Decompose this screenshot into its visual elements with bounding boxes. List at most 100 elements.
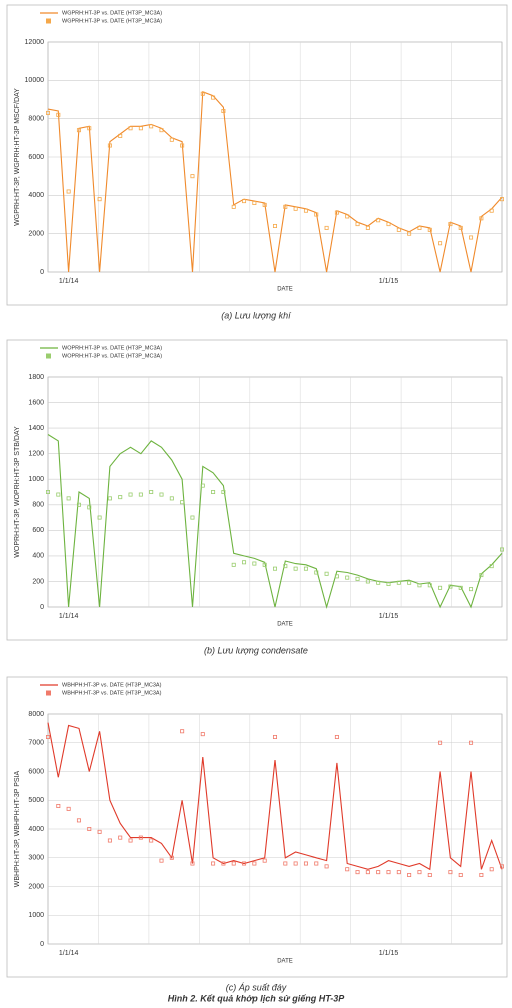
data-point	[438, 740, 443, 745]
data-point	[159, 858, 164, 863]
y-tick-label: 1000	[28, 912, 44, 919]
legend-swatch	[46, 690, 51, 696]
data-point	[365, 579, 370, 584]
data-point	[314, 570, 319, 575]
data-point	[211, 861, 216, 866]
data-point	[376, 580, 381, 585]
data-point	[242, 199, 247, 204]
data-point	[97, 829, 102, 834]
panel-caption: (b) Lưu lượng condensate	[204, 645, 308, 655]
data-point	[427, 873, 432, 878]
data-point	[489, 564, 494, 569]
data-point	[438, 585, 443, 590]
y-tick-label: 1400	[28, 425, 44, 432]
y-tick-label: 5000	[28, 797, 44, 804]
panel-caption: (c) Áp suất đáy	[226, 982, 287, 992]
data-point	[76, 818, 81, 823]
legend-label: WGPRH:HT-3P vs. DATE (HT3P_MC3A)	[62, 10, 162, 16]
data-point	[386, 582, 391, 587]
y-tick-label: 0	[40, 604, 44, 611]
data-point	[66, 806, 71, 811]
data-point	[303, 566, 308, 571]
data-point	[427, 227, 432, 232]
legend-label: WOPRH:HT-3P vs. DATE (HT3P_MC3A)	[62, 345, 162, 351]
legend-label: WOPRH:HT-3P vs. DATE (HT3P_MC3A)	[62, 353, 162, 359]
x-axis-label: DATE	[277, 622, 293, 628]
data-point	[448, 584, 453, 589]
data-point	[283, 564, 288, 569]
panel-frame	[6, 676, 508, 978]
data-point	[376, 870, 381, 875]
data-point	[76, 128, 81, 133]
data-point	[386, 222, 391, 227]
data-point	[66, 496, 71, 501]
data-point	[221, 109, 226, 114]
data-point	[138, 492, 143, 497]
data-point	[458, 225, 463, 230]
x-axis-label: DATE	[277, 287, 293, 293]
data-point	[345, 575, 350, 580]
data-point	[231, 562, 236, 567]
data-point	[283, 861, 288, 866]
data-point	[200, 732, 205, 737]
data-point	[221, 489, 226, 494]
data-point	[479, 873, 484, 878]
data-point	[386, 870, 391, 875]
data-point	[303, 208, 308, 213]
data-point	[324, 225, 329, 230]
data-point	[107, 838, 112, 843]
data-point	[345, 214, 350, 219]
data-point	[469, 235, 474, 240]
data-point	[438, 241, 443, 246]
data-point	[417, 870, 422, 875]
data-point	[252, 200, 257, 205]
plot-area	[47, 376, 503, 608]
x-tick-label: 1/1/15	[379, 278, 399, 285]
x-tick-label: 1/1/15	[379, 950, 399, 957]
data-point	[252, 561, 257, 566]
data-point	[200, 91, 205, 96]
data-point	[262, 858, 267, 863]
data-point	[283, 204, 288, 209]
data-point	[314, 861, 319, 866]
data-point	[118, 133, 123, 138]
data-point	[76, 502, 81, 507]
x-tick-label: 1/1/15	[379, 613, 399, 620]
legend-swatch	[46, 353, 51, 359]
legend-label: WBHPH:HT-3P vs. DATE (HT3P_MC3A)	[62, 690, 162, 696]
data-point	[499, 864, 504, 869]
data-point	[469, 587, 474, 592]
data-point	[242, 861, 247, 866]
data-point	[211, 489, 216, 494]
data-point	[262, 562, 267, 567]
data-point	[149, 489, 154, 494]
data-point	[87, 126, 92, 131]
data-point	[262, 202, 267, 207]
y-tick-label: 3000	[28, 855, 44, 862]
data-point	[293, 861, 298, 866]
data-point	[200, 483, 205, 488]
y-tick-label: 1800	[28, 374, 44, 381]
data-point	[396, 870, 401, 875]
data-point	[334, 735, 339, 740]
data-point	[407, 873, 412, 878]
data-point	[87, 827, 92, 832]
data-point	[345, 867, 350, 872]
data-point	[56, 112, 61, 117]
data-point	[355, 222, 360, 227]
data-point	[355, 576, 360, 581]
data-point	[458, 585, 463, 590]
y-tick-label: 6000	[28, 154, 44, 161]
data-point	[427, 583, 432, 588]
data-point	[180, 729, 185, 734]
data-point	[149, 124, 154, 129]
data-point	[376, 218, 381, 223]
data-point	[448, 870, 453, 875]
figure-caption: Hình 2. Kết quả khớp lịch sử giếng HT-3P	[168, 993, 345, 1003]
data-point	[334, 210, 339, 215]
data-point	[242, 560, 247, 565]
series-line	[47, 91, 503, 273]
legend-swatch	[46, 18, 51, 24]
data-point	[469, 740, 474, 745]
data-point	[107, 496, 112, 501]
